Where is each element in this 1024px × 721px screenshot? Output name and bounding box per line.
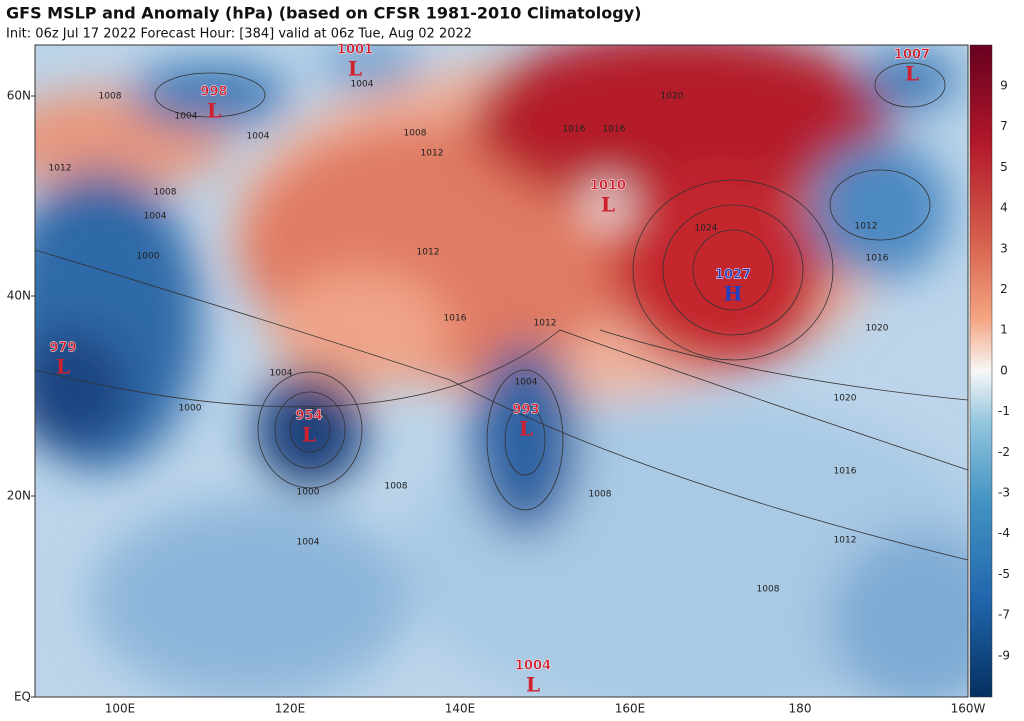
isobar-label: 1016 <box>444 314 467 324</box>
center-letter: L <box>519 417 533 441</box>
latitude-label: 20N <box>7 489 31 503</box>
isobar-label: 1020 <box>866 324 889 334</box>
isobar-label: 1004 <box>144 212 167 222</box>
colorbar-label: -4 <box>998 526 1010 540</box>
isobar-label: 1008 <box>385 482 408 492</box>
center-letter: L <box>56 355 70 379</box>
center-value: 1027 <box>715 268 751 283</box>
isobar-label: 1000 <box>297 488 320 498</box>
isobar-label: 1008 <box>404 129 427 139</box>
longitude-label: 120E <box>275 702 306 716</box>
colorbar-label: -5 <box>998 567 1010 581</box>
longitude-label: 160E <box>615 702 646 716</box>
colorbar <box>969 44 993 698</box>
colorbar-label: 7 <box>1000 119 1008 133</box>
isobar-label: 1004 <box>175 112 198 122</box>
center-letter: L <box>601 193 615 217</box>
isobar-label: 1020 <box>834 394 857 404</box>
isobar-label: 1008 <box>154 188 177 198</box>
isobar-label: 1016 <box>563 125 586 135</box>
isobar-label: 1012 <box>534 319 557 329</box>
isobar-label: 1000 <box>137 252 160 262</box>
latitude-label: 40N <box>7 289 31 303</box>
colorbar-label: -2 <box>998 445 1010 459</box>
isobar-label: 1012 <box>49 164 72 174</box>
isobar-label: 1012 <box>855 222 878 232</box>
center-letter: L <box>348 57 362 81</box>
center-letter: L <box>526 673 540 697</box>
isobar-label: 1016 <box>834 467 857 477</box>
isobar-label: 1004 <box>270 369 293 379</box>
latitude-label: EQ <box>14 690 31 704</box>
center-value: 1004 <box>515 659 551 674</box>
map-frame <box>34 44 969 698</box>
center-value: 998 <box>200 85 227 100</box>
center-letter: L <box>207 99 221 123</box>
center-letter: H <box>724 282 743 306</box>
colorbar-label: 0 <box>1000 363 1008 377</box>
isobar-label: 1008 <box>757 585 780 595</box>
isobar-label: 1000 <box>179 404 202 414</box>
center-value: 1007 <box>894 48 930 63</box>
colorbar-label: -9 <box>998 648 1010 662</box>
isobar-label: 1008 <box>99 92 122 102</box>
longitude-label: 160W <box>951 702 986 716</box>
colorbar-label: 2 <box>1000 282 1008 296</box>
center-value: 993 <box>512 403 539 418</box>
isobar-label: 1004 <box>297 538 320 548</box>
title: GFS MSLP and Anomaly (hPa) (based on CFS… <box>6 4 641 23</box>
anomaly-field <box>35 45 968 697</box>
colorbar-label: -7 <box>998 608 1010 622</box>
longitude-label: 100E <box>105 702 136 716</box>
isobar-label: 1012 <box>834 536 857 546</box>
isobar-label: 1024 <box>695 224 718 234</box>
isobar-label: 1012 <box>417 248 440 258</box>
isobar-label: 1004 <box>351 80 374 90</box>
center-value: 1010 <box>590 179 626 194</box>
center-value: 1001 <box>337 43 373 58</box>
colorbar-label: 9 <box>1000 79 1008 93</box>
isobar-label: 1020 <box>661 92 684 102</box>
colorbar-label: 1 <box>1000 323 1008 337</box>
colorbar-label: 4 <box>1000 201 1008 215</box>
subtitle: Init: 06z Jul 17 2022 Forecast Hour: [38… <box>6 27 472 42</box>
longitude-label: 140E <box>445 702 476 716</box>
isobar-label: 1004 <box>515 378 538 388</box>
center-letter: L <box>905 62 919 86</box>
isobar-label: 1004 <box>247 132 270 142</box>
colorbar-label: -1 <box>998 404 1010 418</box>
isobar-label: 1012 <box>421 149 444 159</box>
longitude-label: 180 <box>789 702 812 716</box>
colorbar-label: 5 <box>1000 160 1008 174</box>
latitude-label: 60N <box>7 89 31 103</box>
colorbar-label: -3 <box>998 486 1010 500</box>
center-value: 954 <box>295 409 322 424</box>
isobar-label: 1016 <box>603 125 626 135</box>
colorbar-label: 3 <box>1000 241 1008 255</box>
isobar-label: 1016 <box>866 254 889 264</box>
center-letter: L <box>302 423 316 447</box>
center-value: 979 <box>49 341 76 356</box>
isobar-label: 1008 <box>589 490 612 500</box>
